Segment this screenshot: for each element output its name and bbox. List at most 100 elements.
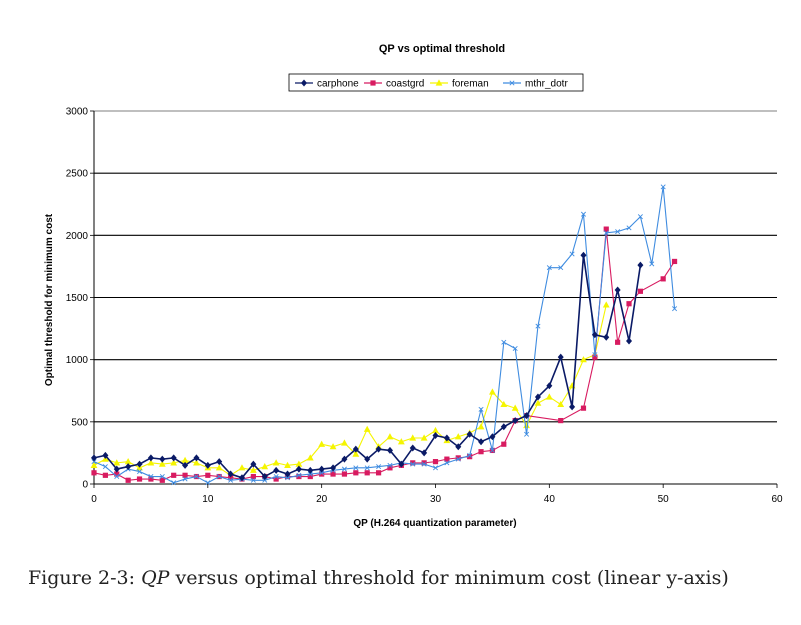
caption-suffix: versus optimal threshold for minimum cos… — [169, 567, 729, 589]
legend-label: coastgrd — [386, 79, 424, 90]
data-point — [284, 470, 291, 478]
data-point — [569, 251, 575, 257]
data-point — [295, 460, 303, 467]
data-point — [272, 459, 280, 466]
data-point — [592, 352, 598, 358]
data-point — [467, 454, 473, 460]
x-tick-label: 50 — [658, 494, 670, 505]
data-point — [478, 449, 484, 455]
data-point — [660, 184, 666, 190]
data-point — [455, 455, 461, 461]
data-point — [114, 471, 120, 477]
data-point — [318, 465, 325, 473]
data-point — [614, 286, 621, 294]
data-point — [330, 471, 336, 477]
data-point — [649, 261, 655, 267]
data-point — [660, 276, 666, 282]
data-point — [182, 472, 188, 478]
data-point — [91, 454, 97, 462]
data-point — [557, 353, 564, 361]
data-point — [261, 473, 268, 481]
data-point — [273, 476, 279, 482]
data-point — [306, 454, 314, 461]
data-point — [637, 288, 643, 294]
data-point — [432, 465, 439, 471]
data-point — [420, 434, 428, 441]
data-point — [352, 445, 359, 453]
data-point — [509, 80, 515, 86]
data-point — [535, 323, 541, 329]
data-point — [455, 456, 461, 462]
data-point — [603, 333, 610, 341]
data-point — [603, 226, 609, 232]
data-point — [125, 477, 131, 483]
data-point — [250, 473, 256, 480]
data-point — [273, 474, 279, 480]
series-carphone — [91, 251, 644, 482]
data-point — [341, 455, 348, 463]
x-tick-label: 60 — [771, 494, 783, 505]
data-point — [90, 461, 98, 468]
data-point — [672, 306, 678, 312]
data-point — [238, 474, 245, 482]
data-point — [148, 476, 154, 482]
data-point — [341, 466, 347, 472]
data-point — [307, 473, 313, 480]
data-point — [284, 461, 291, 468]
data-point — [216, 474, 222, 480]
data-point — [524, 431, 530, 437]
legend-label: foreman — [452, 79, 489, 90]
data-point — [478, 406, 484, 412]
data-point — [193, 459, 200, 466]
data-point — [364, 470, 370, 476]
data-point — [215, 464, 223, 471]
x-tick-label: 30 — [430, 494, 442, 505]
series-line-mthr_dotr — [93, 186, 676, 484]
data-point — [454, 433, 462, 440]
data-point — [204, 461, 211, 469]
data-point — [193, 454, 200, 462]
data-point — [410, 460, 416, 466]
data-point — [523, 421, 530, 429]
data-point — [489, 447, 495, 453]
data-point — [238, 464, 246, 471]
data-point — [307, 466, 314, 474]
caption-qp: QP — [141, 567, 170, 589]
legend-item-coastgrd: coastgrd — [364, 79, 424, 90]
data-point — [500, 400, 508, 408]
y-tick-label: 500 — [71, 417, 88, 428]
data-point — [370, 80, 376, 86]
data-point — [158, 460, 166, 467]
data-point — [489, 388, 496, 395]
data-point — [262, 477, 268, 483]
data-point — [147, 459, 155, 466]
x-tick-label: 10 — [202, 494, 214, 505]
data-point — [410, 461, 416, 467]
data-point — [466, 430, 473, 438]
data-point — [455, 443, 462, 451]
series-line-foreman — [93, 304, 607, 476]
data-point — [511, 404, 519, 411]
data-point — [102, 464, 108, 470]
data-point — [397, 438, 405, 445]
data-point — [353, 465, 359, 471]
series-line-carphone — [93, 255, 642, 479]
data-point — [477, 423, 485, 430]
data-point — [591, 331, 598, 339]
data-point — [603, 230, 609, 236]
legend-label: carphone — [317, 79, 359, 90]
legend-item-mthr_dotr: mthr_dotr — [503, 79, 568, 90]
data-point — [500, 423, 507, 431]
data-point — [386, 446, 393, 454]
data-point — [557, 400, 565, 408]
data-point — [250, 477, 256, 483]
data-point — [273, 466, 280, 474]
data-point — [523, 412, 530, 420]
data-point — [295, 465, 302, 473]
data-point — [421, 460, 427, 466]
data-point — [545, 393, 553, 400]
data-point — [409, 444, 416, 452]
data-point — [296, 473, 302, 480]
data-point — [136, 460, 143, 468]
data-point — [171, 472, 177, 478]
